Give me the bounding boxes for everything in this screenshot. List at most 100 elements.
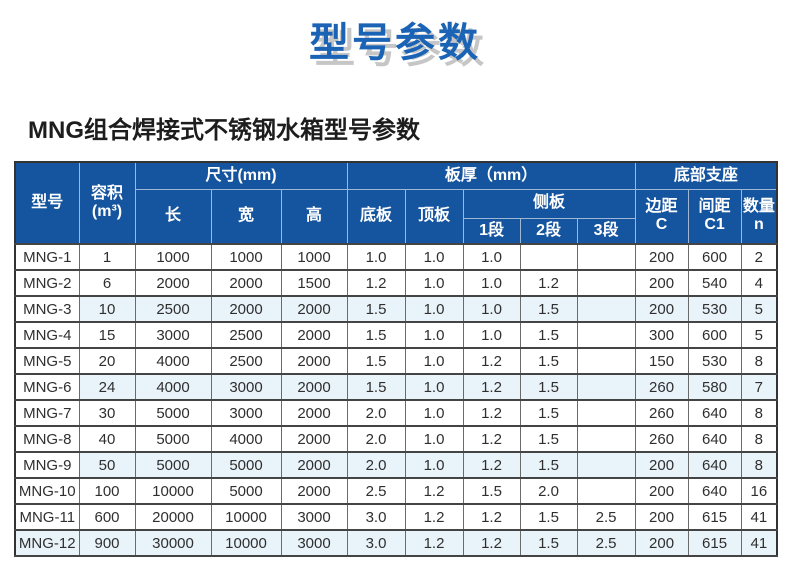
cell-value: 200 xyxy=(634,269,689,297)
cell-value: 1.5 xyxy=(462,477,521,505)
cell-value: 260 xyxy=(634,399,689,427)
cell-value: 2.5 xyxy=(576,503,636,531)
cell-value: 1.2 xyxy=(462,503,521,531)
cell-value xyxy=(519,243,578,271)
cell-value xyxy=(576,321,636,349)
cell-value: 300 xyxy=(634,321,689,349)
col-group-thickness: 板厚（mm） xyxy=(346,161,636,190)
spec-table: 型号 容积 (m³) 尺寸(mm) 板厚（mm） 底部支座 长 宽 高 底板 顶… xyxy=(14,161,779,557)
cell-value: 1.0 xyxy=(404,243,464,271)
cell-value: 200 xyxy=(634,243,689,271)
cell-model: MNG-6 xyxy=(14,373,80,401)
cell-value: 640 xyxy=(687,399,742,427)
col-header-quantity-n: 数量 n xyxy=(740,188,778,245)
cell-value: 615 xyxy=(687,503,742,531)
cell-value: 40 xyxy=(78,425,136,453)
cell-value: 2.5 xyxy=(346,477,406,505)
cell-value: 600 xyxy=(687,321,742,349)
cell-value: 1500 xyxy=(280,269,348,297)
col-header-model: 型号 xyxy=(14,161,80,245)
cell-value: 100 xyxy=(78,477,136,505)
cell-value xyxy=(576,477,636,505)
cell-value: 260 xyxy=(634,425,689,453)
cell-value: 2000 xyxy=(280,451,348,479)
col-header-length: 长 xyxy=(134,188,212,245)
cell-value: 200 xyxy=(634,451,689,479)
cell-value: 1.2 xyxy=(519,269,578,297)
cell-value xyxy=(576,399,636,427)
cell-value: 2000 xyxy=(280,425,348,453)
table-body: MNG-1 1 1000 1000 1000 1.0 1.0 1.0 200 600 2 MNG-2 6… xyxy=(14,243,778,557)
cell-value: 24 xyxy=(78,373,136,401)
cell-value: 4000 xyxy=(134,347,212,375)
table-row: MNG-3 10 2500 2000 2000 1.5 1.0 1.0 1.5 200 530 5 xyxy=(14,295,778,323)
cell-value: 1.0 xyxy=(404,373,464,401)
quantity-symbol: n xyxy=(753,216,764,234)
cell-value: 1.5 xyxy=(519,347,578,375)
cell-value: 2000 xyxy=(280,347,348,375)
cell-value: 3000 xyxy=(280,529,348,557)
cell-value: 1.2 xyxy=(404,529,464,557)
cell-value: 5 xyxy=(740,295,778,323)
cell-value: 2500 xyxy=(134,295,212,323)
cell-value: 640 xyxy=(687,425,742,453)
volume-unit: (m³) xyxy=(91,203,123,220)
spacing-symbol: C1 xyxy=(704,216,725,234)
cell-value: 50 xyxy=(78,451,136,479)
table-header: 型号 容积 (m³) 尺寸(mm) 板厚（mm） 底部支座 长 宽 高 底板 顶… xyxy=(14,161,778,245)
header-row-sub: 长 宽 高 底板 顶板 侧板 边距 C 间距 C1 数量 n xyxy=(15,188,778,245)
cell-value: 1.0 xyxy=(462,243,521,271)
cell-value: 10000 xyxy=(210,503,282,531)
col-header-seg3: 3段 xyxy=(576,217,636,245)
cell-value: 1.2 xyxy=(346,269,406,297)
cell-value: 200 xyxy=(634,477,689,505)
cell-value: 20 xyxy=(78,347,136,375)
cell-value: 4000 xyxy=(210,425,282,453)
cell-value: 2000 xyxy=(280,373,348,401)
cell-value xyxy=(576,373,636,401)
cell-value xyxy=(576,243,636,271)
header-row-segments: 1段 2段 3段 xyxy=(15,217,777,245)
col-header-edge-c: 边距 C xyxy=(634,188,689,245)
cell-model: MNG-12 xyxy=(14,529,80,557)
cell-model: MNG-1 xyxy=(14,243,80,271)
cell-value: 1.5 xyxy=(519,503,578,531)
cell-value: 1 xyxy=(78,243,136,271)
cell-value: 600 xyxy=(78,503,136,531)
col-header-width: 宽 xyxy=(210,188,282,245)
cell-value: 10000 xyxy=(134,477,212,505)
cell-value xyxy=(576,269,636,297)
cell-value: 2.0 xyxy=(346,399,406,427)
cell-value xyxy=(576,295,636,323)
cell-value: 15 xyxy=(78,321,136,349)
cell-value: 10 xyxy=(78,295,136,323)
cell-value: 1.2 xyxy=(404,503,464,531)
cell-model: MNG-8 xyxy=(14,425,80,453)
table-row: MNG-11 600 20000 10000 3000 3.0 1.2 1.2 1.5 2.5 20… xyxy=(14,503,778,531)
cell-value: 30 xyxy=(78,399,136,427)
cell-value: 8 xyxy=(740,425,778,453)
section-title: MNG组合焊接式不锈钢水箱型号参数 xyxy=(28,117,420,144)
spacing-label: 间距 xyxy=(698,197,731,215)
cell-value: 1.0 xyxy=(404,269,464,297)
col-header-top-plate: 顶板 xyxy=(404,188,464,245)
cell-value: 1.2 xyxy=(462,425,521,453)
cell-value: 8 xyxy=(740,399,778,427)
cell-value: 5000 xyxy=(134,399,212,427)
cell-value: 260 xyxy=(634,373,689,401)
cell-model: MNG-10 xyxy=(14,477,80,505)
cell-value: 1.2 xyxy=(462,399,521,427)
page: 型号参数 MNG组合焊接式不锈钢水箱型号参数 型号 容积 (m³) 尺寸(mm)… xyxy=(0,10,790,557)
col-header-volume: 容积 (m³) xyxy=(78,161,136,245)
cell-value: 640 xyxy=(687,451,742,479)
cell-value: 41 xyxy=(740,529,778,557)
cell-value: 530 xyxy=(687,295,742,323)
volume-label: 容积 xyxy=(90,184,123,202)
cell-value: 1.0 xyxy=(404,321,464,349)
cell-value: 16 xyxy=(740,477,778,505)
page-title: 型号参数 xyxy=(309,21,481,65)
cell-value: 1.5 xyxy=(346,295,406,323)
col-header-seg2: 2段 xyxy=(519,217,578,245)
cell-value: 580 xyxy=(687,373,742,401)
cell-value: 6 xyxy=(78,269,136,297)
